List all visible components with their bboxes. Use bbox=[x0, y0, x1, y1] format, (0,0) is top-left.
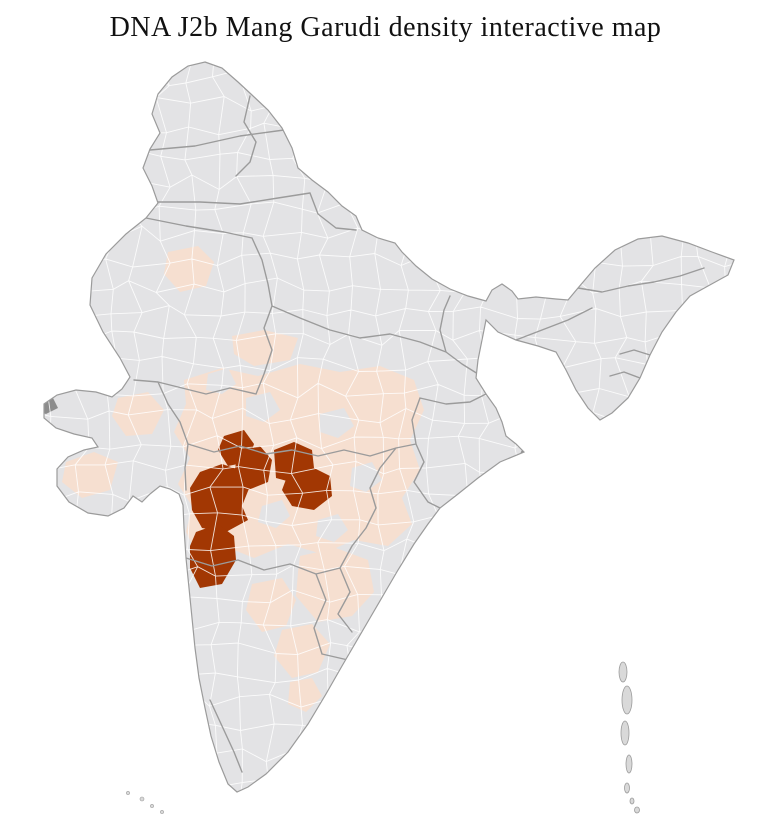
high-density-district[interactable] bbox=[190, 524, 236, 588]
default-district[interactable] bbox=[206, 368, 236, 394]
map-title: DNA J2b Mang Garudi density interactive … bbox=[109, 12, 662, 43]
island[interactable] bbox=[625, 754, 633, 774]
andaman-nicobar-islands[interactable] bbox=[618, 661, 640, 814]
high-density-district[interactable] bbox=[190, 464, 250, 532]
low-density-region[interactable] bbox=[296, 548, 374, 622]
dark-district[interactable] bbox=[34, 396, 58, 414]
mainland bbox=[34, 62, 734, 792]
island[interactable] bbox=[150, 804, 154, 808]
lakshadweep-islands[interactable] bbox=[126, 791, 164, 814]
low-density-region[interactable] bbox=[274, 624, 330, 678]
island[interactable] bbox=[139, 796, 145, 802]
low-density-region[interactable] bbox=[232, 330, 298, 366]
high-density-district[interactable] bbox=[282, 466, 332, 510]
island[interactable] bbox=[126, 791, 130, 795]
island[interactable] bbox=[629, 797, 635, 805]
island[interactable] bbox=[621, 685, 633, 715]
low-density-region[interactable] bbox=[164, 246, 214, 292]
island[interactable] bbox=[634, 806, 640, 814]
low-density-region[interactable] bbox=[246, 578, 296, 632]
default-district[interactable] bbox=[246, 392, 280, 422]
island[interactable] bbox=[620, 720, 630, 746]
island[interactable] bbox=[624, 782, 630, 794]
island[interactable] bbox=[618, 661, 628, 683]
island[interactable] bbox=[160, 810, 164, 814]
state-boundaries bbox=[133, 95, 705, 773]
